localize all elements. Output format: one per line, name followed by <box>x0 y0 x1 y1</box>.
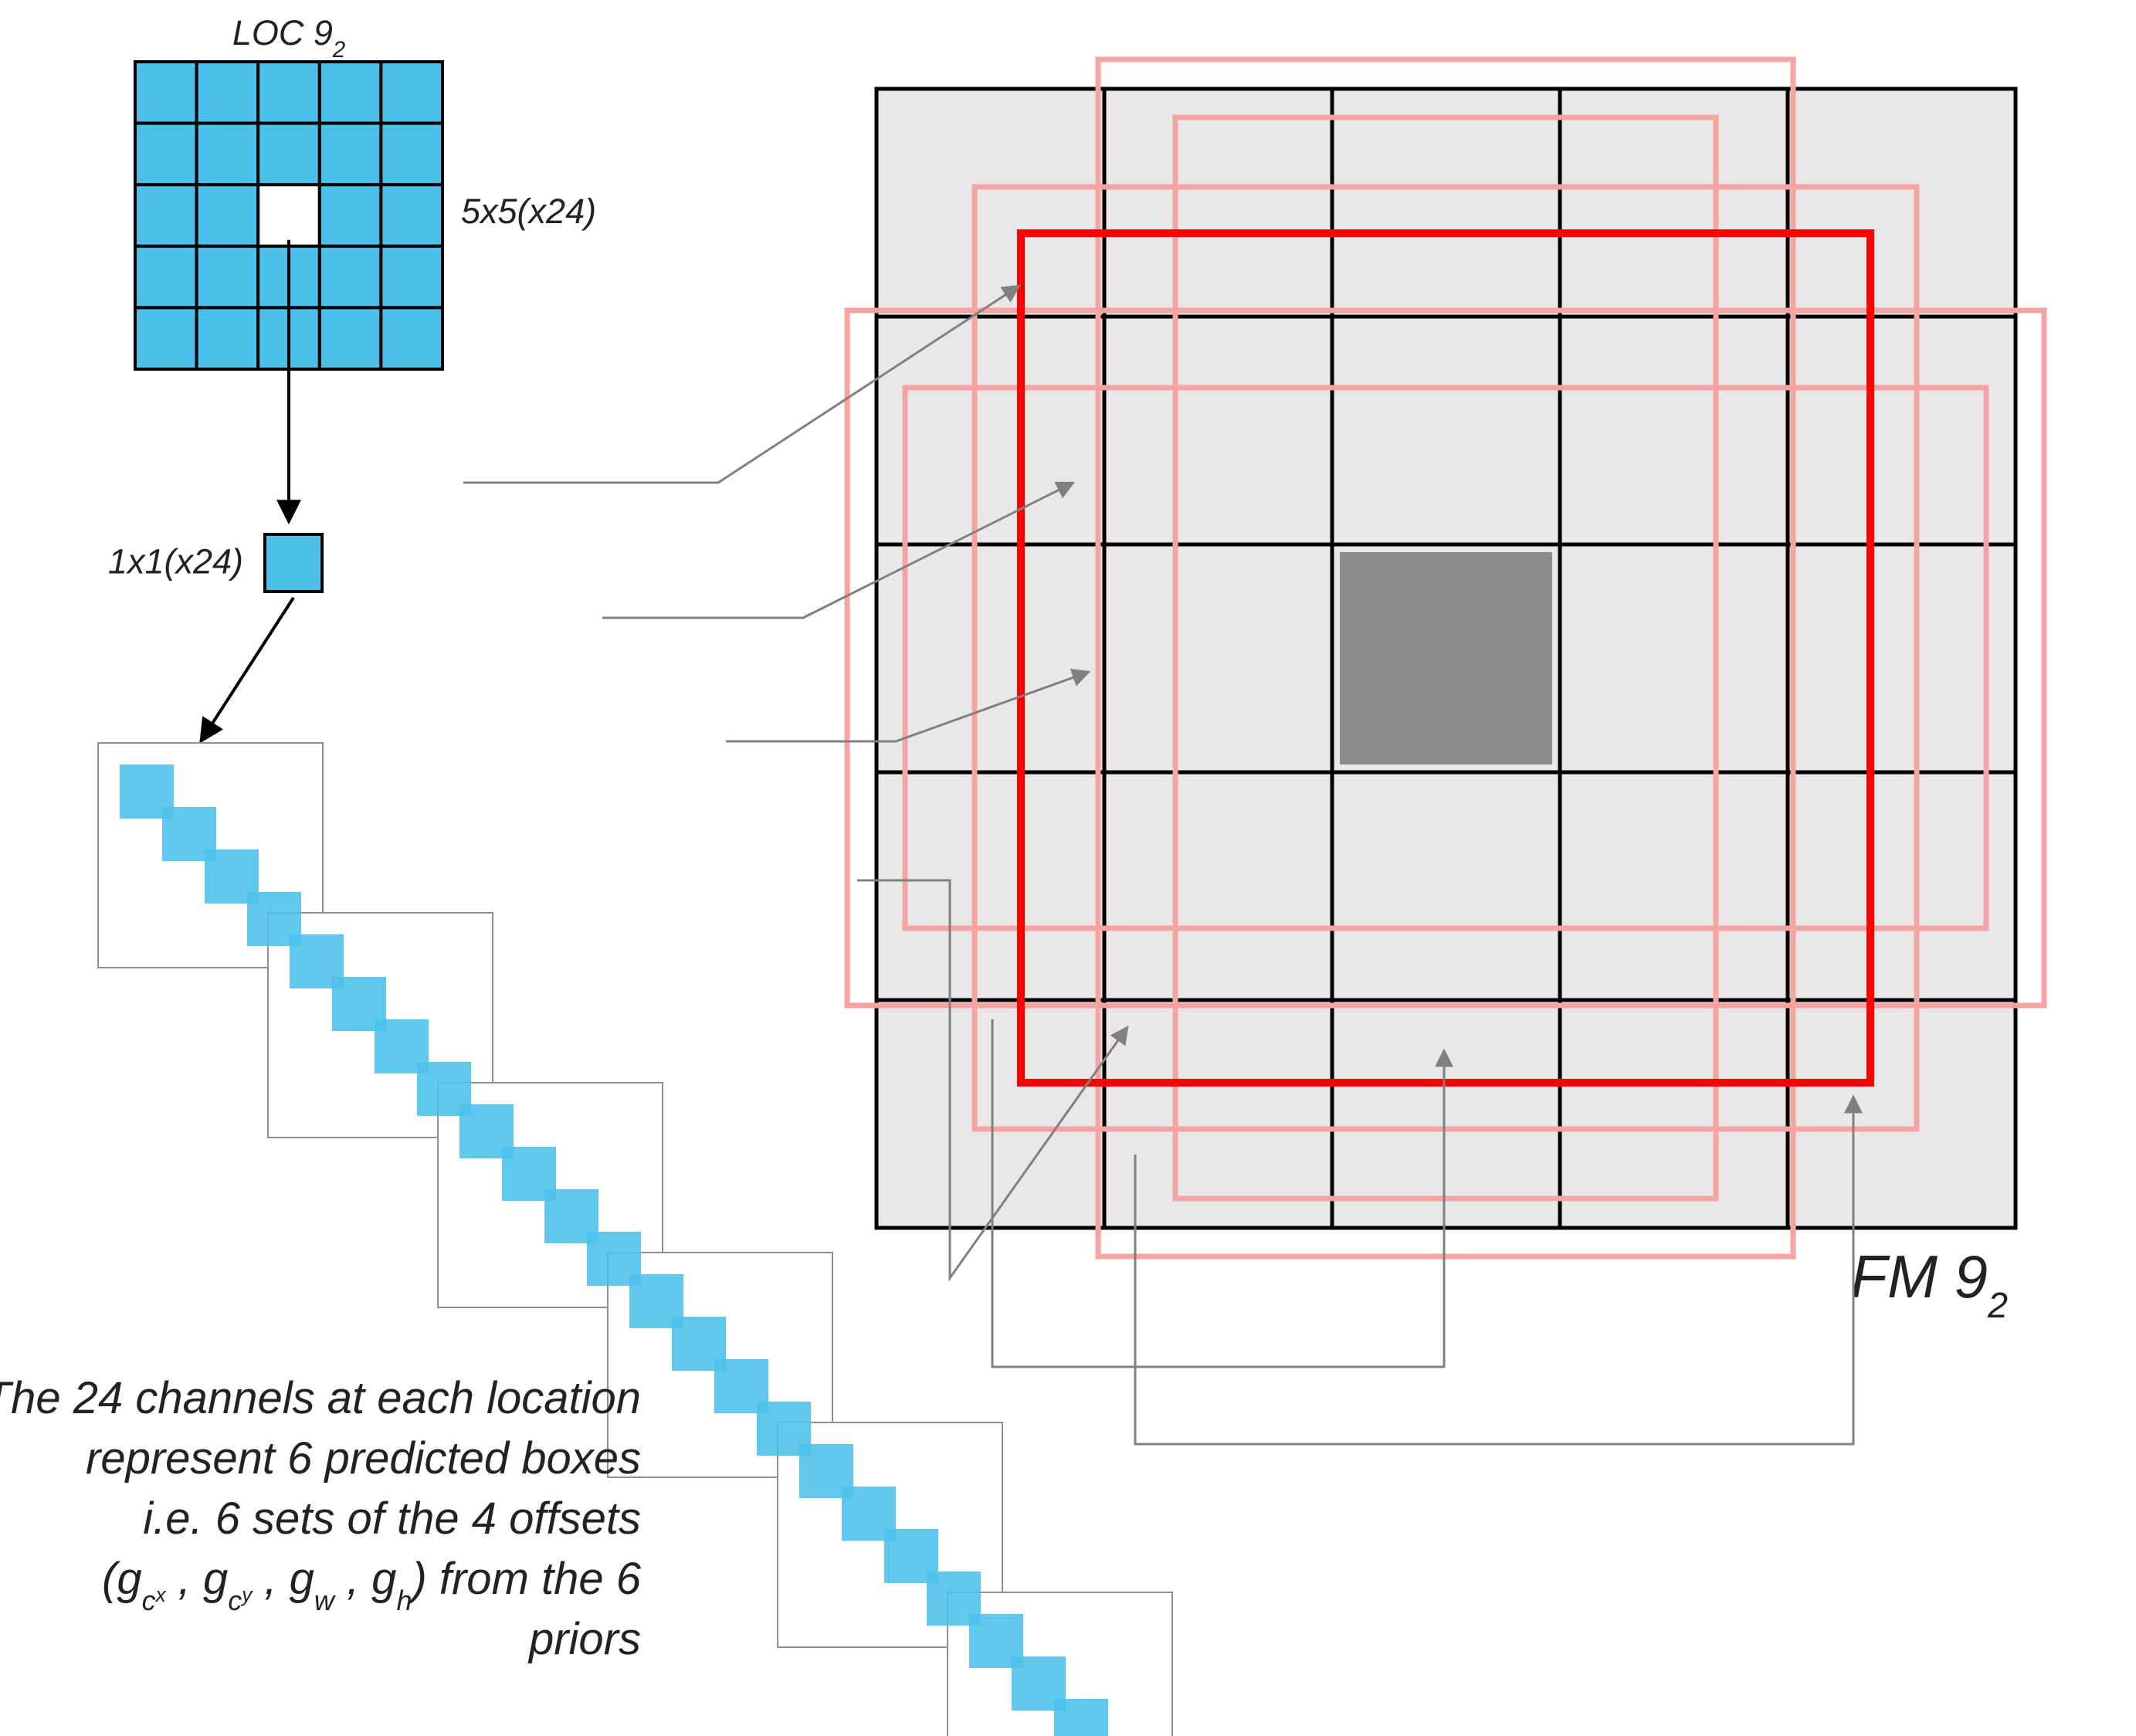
loc-grid-cell <box>258 124 320 185</box>
feature-map <box>847 59 2044 1256</box>
loc-grid-cell <box>320 124 381 185</box>
loc-grid-cell <box>135 307 197 369</box>
loc-grid-cell <box>135 124 197 185</box>
svg-text:represent 6 predicted boxes: represent 6 predicted boxes <box>86 1433 641 1483</box>
loc-grid-cell <box>320 185 381 246</box>
svg-text:(gcx , gcy , gw , gh) from the: (gcx , gcy , gw , gh) from the 6 <box>102 1554 642 1616</box>
svg-text:priors: priors <box>527 1614 641 1664</box>
loc-grid-cell <box>197 185 259 246</box>
loc-grid-cell <box>381 62 442 124</box>
loc-dim-label: 5x5(x24) <box>461 192 596 231</box>
single-dim-label: 1x1(x24) <box>108 541 243 581</box>
svg-text:i.e. 6 sets of the 4 offsets: i.e. 6 sets of the 4 offsets <box>143 1494 641 1544</box>
loc-grid-cell <box>197 124 259 185</box>
loc-grid-cell <box>135 185 197 246</box>
caption: The 24 channels at each location represen… <box>0 1373 642 1664</box>
feature-center <box>1340 552 1552 765</box>
loc-grid-cell <box>381 307 442 369</box>
svg-text:The 24 channels at each locati: The 24 channels at each location <box>0 1373 641 1423</box>
loc-grid-cell <box>197 307 259 369</box>
loc-grid-cell <box>197 246 259 308</box>
loc-grid-cell <box>381 185 442 246</box>
loc-grid-cell <box>135 246 197 308</box>
loc-grid-cell <box>320 307 381 369</box>
fm-label: FM 92 <box>1850 1243 2008 1325</box>
loc-grid-cell <box>320 62 381 124</box>
loc-grid-cell <box>197 62 259 124</box>
loc-grid-cell <box>381 124 442 185</box>
channel-cell <box>1054 1699 1108 1736</box>
loc-label: LOC 92 <box>232 13 345 63</box>
loc-grid-cell <box>320 246 381 308</box>
loc-grid-cell <box>258 62 320 124</box>
loc-grid-cell <box>258 185 320 246</box>
single-cell <box>265 534 322 592</box>
loc-grid-cell <box>381 246 442 308</box>
arrow-single-to-diag <box>201 598 293 741</box>
loc-grid-cell <box>135 62 197 124</box>
